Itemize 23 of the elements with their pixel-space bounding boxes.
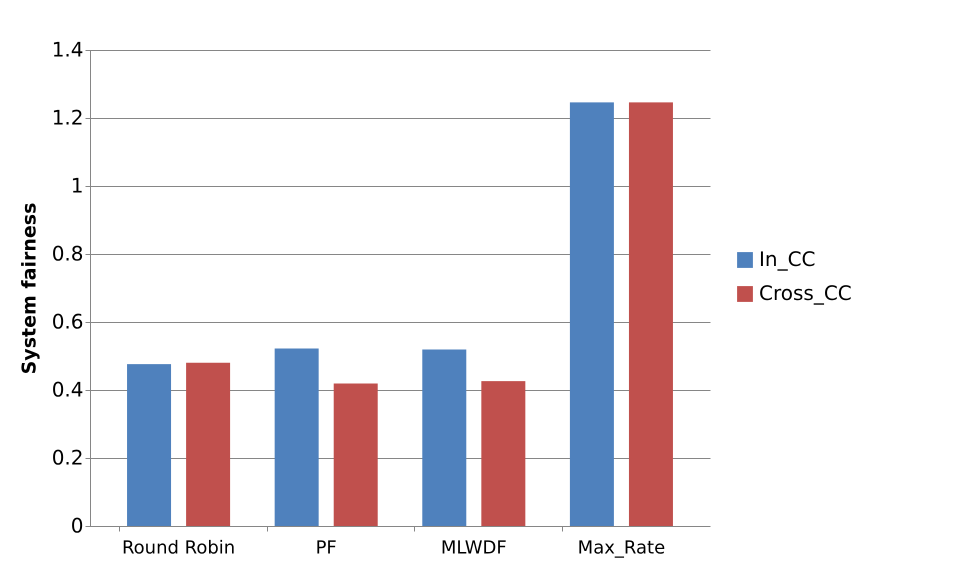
bar [186, 362, 230, 526]
bar [274, 348, 319, 526]
y-tick-label: 1.2 [52, 106, 84, 130]
bar [481, 381, 526, 526]
bar [422, 350, 466, 526]
y-tick-label: 0.6 [52, 310, 84, 334]
y-tick-label: 0 [70, 514, 84, 538]
y-tick-label: 0.2 [52, 446, 84, 470]
bar [334, 384, 378, 526]
y-tick-label: 0.4 [52, 378, 84, 402]
bar [628, 102, 673, 526]
legend-label: In_CC [759, 247, 816, 271]
y-tick-label: 1 [70, 174, 84, 198]
bar [570, 102, 614, 526]
y-tick-label: 1.4 [52, 38, 84, 62]
x-tick-label: PF [316, 538, 337, 558]
x-tick-label: Round Robin [122, 538, 236, 558]
x-tick-label: MLWDF [440, 538, 507, 558]
legend-label: Cross_CC [759, 281, 852, 305]
y-tick-label: 0.8 [52, 242, 84, 266]
y-axis-title: System fairness [18, 202, 41, 374]
bar [127, 364, 172, 526]
x-tick-label: Max_Rate [578, 538, 666, 558]
